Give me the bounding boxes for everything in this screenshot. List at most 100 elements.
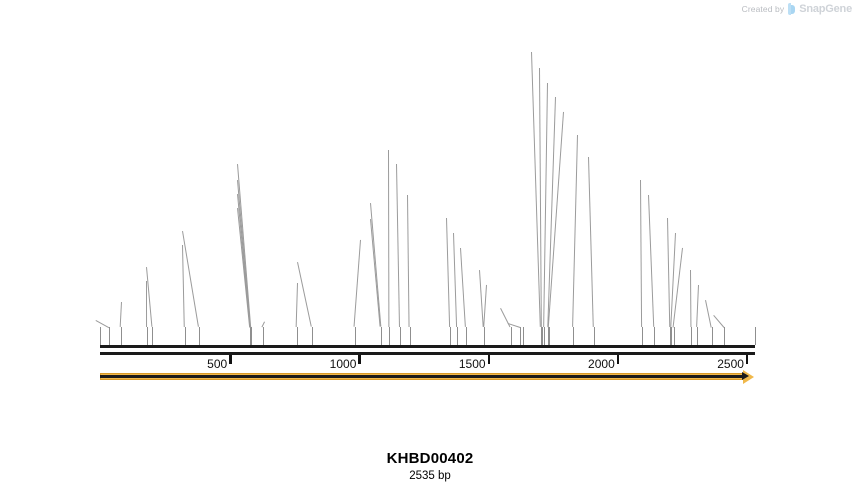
label-spacer (228, 168, 234, 180)
sequence-name: KHBD00402 (386, 450, 474, 467)
ruler-tick (616, 355, 620, 364)
label-spacer (536, 40, 542, 52)
cut-site-mark (593, 327, 595, 345)
leader-line (388, 150, 390, 328)
enzyme-label-xcmi (544, 56, 550, 68)
cut-site-mark (450, 327, 452, 345)
cut-site-mark (548, 327, 550, 345)
enzyme-label-bstxi (695, 258, 701, 270)
map-caption: KHBD00402 2535 bp (0, 450, 860, 482)
leader-line (453, 233, 458, 328)
enzyme-label-bspei (653, 183, 659, 195)
leader-line (446, 218, 451, 328)
leader-line (119, 301, 122, 327)
enzyme-label-bglii (361, 207, 367, 219)
enzyme-label-naei (568, 100, 574, 112)
cut-site-mark (184, 327, 186, 345)
leader-line (640, 180, 643, 328)
label-spacer (228, 152, 234, 164)
leader-line (182, 245, 185, 328)
enzyme-label-clai (458, 221, 464, 233)
label-spacer (288, 271, 294, 283)
leader-line (588, 157, 594, 328)
label-spacer (710, 288, 716, 300)
enzyme-label-bstapi (361, 191, 367, 203)
ruler-tick-label: 500 (207, 357, 228, 371)
cut-site-mark (296, 327, 298, 345)
ruler-tick (487, 355, 491, 364)
cut-site-mark (548, 327, 550, 345)
label-spacer (351, 228, 357, 240)
label-spacer (458, 221, 464, 233)
ruler-tick-label: 2000 (588, 357, 615, 371)
cut-site-mark (399, 327, 401, 345)
leader-line (407, 195, 410, 328)
enzyme-label-ncoi (137, 269, 143, 281)
enzyme-label-csii (255, 310, 261, 322)
cut-site-mark (697, 327, 699, 345)
label-spacer (552, 71, 558, 83)
leader-line (713, 315, 725, 328)
label-spacer (718, 303, 724, 315)
snapgene-logo-icon (788, 3, 796, 15)
label-spacer (568, 100, 574, 112)
enzyme-label-saci (491, 273, 497, 285)
credit-brand: SnapGene (799, 3, 852, 15)
label-spacer (680, 221, 686, 233)
cut-site-mark (670, 327, 672, 345)
leader-line (95, 320, 109, 328)
sequence-length: 2535 bp (409, 470, 451, 482)
arrow-inner-line (100, 375, 742, 378)
cut-site-mark (147, 327, 149, 345)
enzyme-label-hpai (552, 71, 558, 83)
enzyme-label-btgzi (393, 138, 399, 150)
enzyme-label-bsabi (173, 233, 179, 245)
cut-site-mark (380, 327, 382, 345)
leader-line (353, 239, 361, 327)
cut-site-mark (262, 327, 264, 345)
label-spacer (401, 152, 407, 164)
cut-site-mark (120, 327, 122, 345)
enzyme-label-pluti (228, 152, 234, 164)
enzyme-label-sbfi (451, 206, 457, 218)
enzyme-label-nari (228, 182, 234, 194)
enzyme-label-bsai (465, 236, 471, 248)
cut-site-mark (198, 327, 200, 345)
leader-line (460, 248, 466, 328)
leader-line (295, 282, 298, 327)
leader-line (396, 164, 400, 328)
cut-site-mark (311, 327, 313, 345)
label-spacer (255, 324, 261, 336)
leader-line (547, 96, 556, 327)
label-spacer (582, 123, 588, 135)
ruler-tick-label: 2500 (717, 357, 744, 371)
leader-line (182, 231, 199, 328)
label-spacer (173, 219, 179, 231)
label-spacer (672, 206, 678, 218)
label-spacer (465, 236, 471, 248)
ruler-tick (229, 355, 232, 364)
enzyme-label-bsu36i (173, 219, 179, 231)
label-spacer (228, 182, 234, 194)
enzyme-label-afliii (512, 311, 518, 323)
label-spacer (512, 311, 518, 323)
cut-site-mark (520, 327, 522, 345)
label-spacer (560, 85, 566, 97)
snapgene-credit: Created by SnapGene (742, 3, 852, 15)
label-spacer (412, 183, 418, 195)
cut-site-mark (544, 327, 546, 345)
leader-line (146, 281, 148, 328)
label-spacer (451, 206, 457, 218)
leader-line (648, 195, 655, 328)
enzyme-label-end (755, 326, 761, 338)
cut-site-mark (642, 327, 644, 345)
label-spacer (518, 326, 524, 338)
label-spacer (544, 56, 550, 68)
cut-site-mark (152, 327, 154, 345)
leader-line (370, 203, 382, 328)
cut-site-mark (724, 327, 726, 345)
label-spacer (695, 258, 701, 270)
backbone-rule (100, 345, 755, 348)
cut-site-mark (409, 327, 411, 345)
label-spacer (112, 290, 118, 302)
